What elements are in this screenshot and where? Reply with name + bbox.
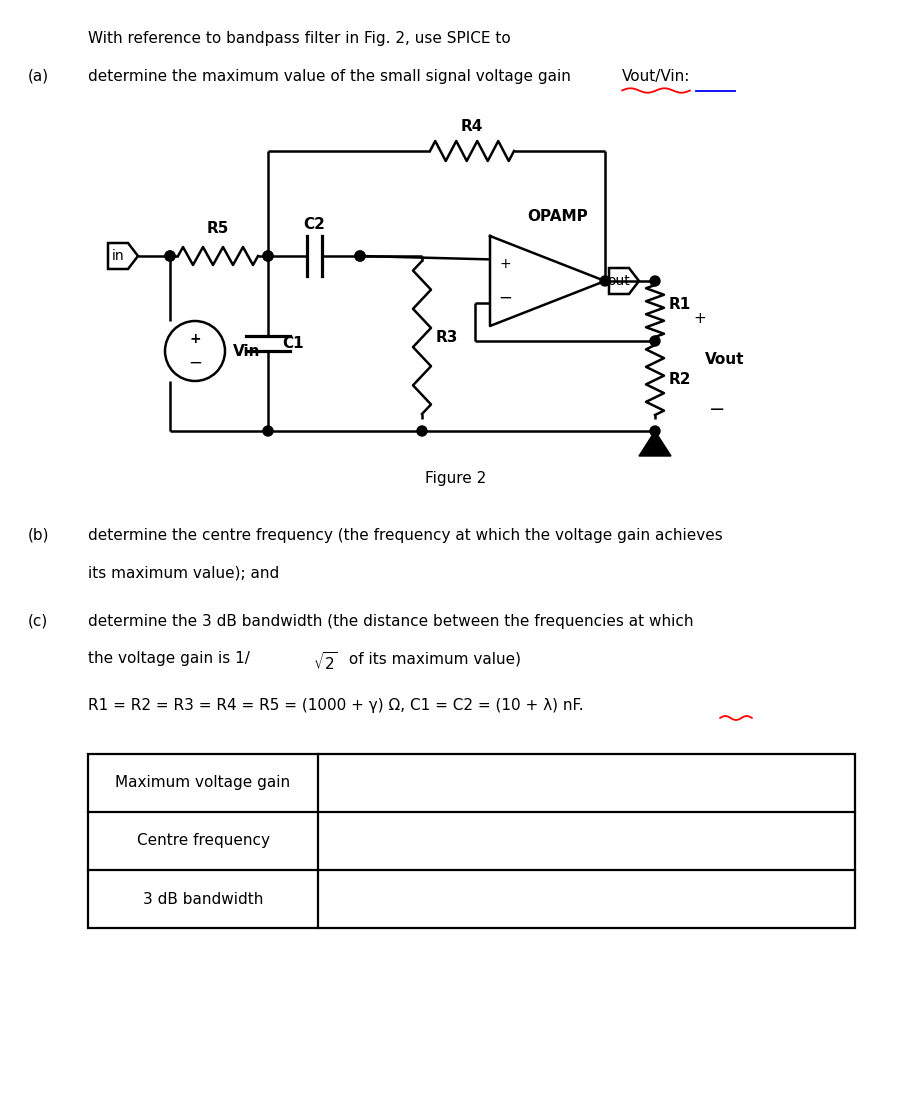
Polygon shape bbox=[639, 431, 670, 456]
Text: +: + bbox=[692, 311, 705, 327]
Text: R1 = R2 = R3 = R4 = R5 = (1000 + γ) Ω, C1 = C2 = (10 + λ) nF.: R1 = R2 = R3 = R4 = R5 = (1000 + γ) Ω, C… bbox=[87, 698, 583, 713]
Text: 3 dB bandwidth: 3 dB bandwidth bbox=[143, 892, 263, 906]
Text: C2: C2 bbox=[302, 217, 324, 232]
Circle shape bbox=[262, 251, 272, 261]
Text: out: out bbox=[607, 275, 630, 288]
Text: its maximum value); and: its maximum value); and bbox=[87, 566, 279, 581]
Circle shape bbox=[599, 276, 609, 286]
Text: R2: R2 bbox=[669, 373, 691, 387]
Text: determine the centre frequency (the frequency at which the voltage gain achieves: determine the centre frequency (the freq… bbox=[87, 528, 722, 543]
Text: +: + bbox=[189, 331, 200, 346]
Circle shape bbox=[165, 251, 175, 261]
Circle shape bbox=[165, 251, 175, 261]
Text: (a): (a) bbox=[28, 68, 49, 84]
Text: $\sqrt{2}$: $\sqrt{2}$ bbox=[312, 651, 338, 673]
Text: determine the maximum value of the small signal voltage gain: determine the maximum value of the small… bbox=[87, 68, 575, 84]
Text: +: + bbox=[498, 257, 510, 271]
Text: −: − bbox=[708, 401, 724, 420]
Text: With reference to bandpass filter in Fig. 2, use SPICE to: With reference to bandpass filter in Fig… bbox=[87, 31, 510, 47]
Text: Centre frequency: Centre frequency bbox=[137, 834, 270, 848]
Text: Vout/Vin:: Vout/Vin: bbox=[621, 68, 690, 84]
Text: Vin: Vin bbox=[232, 344, 261, 358]
Circle shape bbox=[354, 251, 364, 261]
Text: R4: R4 bbox=[460, 119, 483, 134]
Text: C1: C1 bbox=[281, 336, 303, 352]
Text: (c): (c) bbox=[28, 614, 48, 629]
Text: determine the 3 dB bandwidth (the distance between the frequencies at which: determine the 3 dB bandwidth (the distan… bbox=[87, 614, 692, 629]
Circle shape bbox=[354, 251, 364, 261]
Text: Maximum voltage gain: Maximum voltage gain bbox=[116, 776, 291, 790]
Bar bbox=[87, 754, 855, 929]
Text: the voltage gain is 1/: the voltage gain is 1/ bbox=[87, 651, 250, 666]
Circle shape bbox=[650, 336, 660, 346]
Text: in: in bbox=[111, 249, 124, 263]
Text: −: − bbox=[497, 289, 511, 307]
Text: R3: R3 bbox=[435, 330, 458, 345]
Circle shape bbox=[262, 251, 272, 261]
Circle shape bbox=[650, 276, 660, 286]
Text: −: − bbox=[188, 354, 201, 372]
Circle shape bbox=[416, 426, 426, 436]
Text: of its maximum value): of its maximum value) bbox=[343, 651, 520, 666]
Text: (b): (b) bbox=[28, 528, 49, 543]
Circle shape bbox=[650, 426, 660, 436]
Text: R5: R5 bbox=[207, 221, 229, 235]
Text: OPAMP: OPAMP bbox=[527, 209, 588, 224]
Circle shape bbox=[262, 426, 272, 436]
Text: Figure 2: Figure 2 bbox=[425, 471, 486, 485]
Text: R1: R1 bbox=[669, 298, 691, 312]
Text: Vout: Vout bbox=[704, 353, 743, 367]
